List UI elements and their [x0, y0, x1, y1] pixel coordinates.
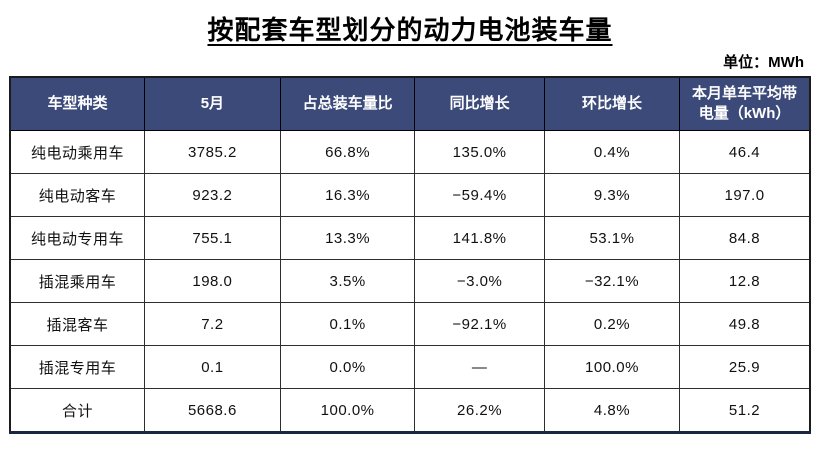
- cell-yoy: —: [414, 345, 545, 389]
- header-row: 车型种类 5月 占总装车量比 同比增长 环比增长 本月单车平均带电量（kWh）: [9, 76, 811, 131]
- cell-vehicle-type: 纯电动乘用车: [9, 130, 145, 174]
- cell-yoy: −92.1%: [414, 302, 545, 346]
- cell-share: 0.0%: [279, 345, 416, 389]
- cell-mom: −32.1%: [543, 259, 681, 303]
- cell-may-value: 198.0: [143, 259, 281, 303]
- cell-may-value: 923.2: [143, 173, 281, 217]
- battery-install-table: 车型种类 5月 占总装车量比 同比增长 环比增长 本月单车平均带电量（kWh） …: [9, 76, 811, 434]
- cell-vehicle-type: 纯电动专用车: [9, 216, 145, 260]
- table-row-phev-special: 插混专用车 0.1 0.0% — 100.0% 25.9: [9, 345, 811, 389]
- column-header-vehicle-type: 车型种类: [9, 76, 145, 131]
- cell-may-value: 7.2: [143, 302, 281, 346]
- column-header-may: 5月: [143, 76, 281, 131]
- unit-label: 单位：MWh: [723, 54, 804, 71]
- page-title: 按配套车型划分的动力电池装车量: [207, 15, 613, 45]
- cell-vehicle-type: 插混客车: [9, 302, 145, 346]
- cell-mom: 0.2%: [543, 302, 681, 346]
- table-row-total: 合计 5668.6 100.0% 26.2% 4.8% 51.2: [9, 388, 811, 433]
- cell-share: 66.8%: [279, 130, 416, 174]
- cell-avg: 51.2: [679, 388, 811, 433]
- cell-mom: 4.8%: [543, 388, 681, 433]
- cell-vehicle-type: 插混专用车: [9, 345, 145, 389]
- cell-avg: 197.0: [679, 173, 811, 217]
- cell-share: 100.0%: [279, 388, 416, 433]
- column-header-avg-capacity: 本月单车平均带电量（kWh）: [679, 76, 811, 131]
- table-row-phev-bus: 插混客车 7.2 0.1% −92.1% 0.2% 49.8: [9, 302, 811, 346]
- cell-yoy: 135.0%: [414, 130, 545, 174]
- cell-share: 0.1%: [279, 302, 416, 346]
- cell-mom: 100.0%: [543, 345, 681, 389]
- cell-may-value: 0.1: [143, 345, 281, 389]
- cell-may-value: 3785.2: [143, 130, 281, 174]
- cell-vehicle-type: 纯电动客车: [9, 173, 145, 217]
- table-row-bev-bus: 纯电动客车 923.2 16.3% −59.4% 9.3% 197.0: [9, 173, 811, 217]
- column-header-share: 占总装车量比: [279, 76, 416, 131]
- cell-avg: 25.9: [679, 345, 811, 389]
- table-row-bev-passenger: 纯电动乘用车 3785.2 66.8% 135.0% 0.4% 46.4: [9, 130, 811, 174]
- table-row-bev-special: 纯电动专用车 755.1 13.3% 141.8% 53.1% 84.8: [9, 216, 811, 260]
- column-header-yoy-growth: 同比增长: [414, 76, 545, 131]
- cell-avg: 84.8: [679, 216, 811, 260]
- cell-share: 13.3%: [279, 216, 416, 260]
- column-header-mom-growth: 环比增长: [543, 76, 681, 131]
- cell-may-value: 5668.6: [143, 388, 281, 433]
- cell-mom: 53.1%: [543, 216, 681, 260]
- cell-may-value: 755.1: [143, 216, 281, 260]
- cell-share: 16.3%: [279, 173, 416, 217]
- cell-mom: 0.4%: [543, 130, 681, 174]
- cell-yoy: −3.0%: [414, 259, 545, 303]
- cell-yoy: 141.8%: [414, 216, 545, 260]
- cell-share: 3.5%: [279, 259, 416, 303]
- cell-yoy: 26.2%: [414, 388, 545, 433]
- cell-vehicle-type: 插混乘用车: [9, 259, 145, 303]
- report-page: 按配套车型划分的动力电池装车量 单位：MWh 车型种类 5月 占总装车量比 同比…: [0, 10, 820, 449]
- cell-avg: 12.8: [679, 259, 811, 303]
- cell-yoy: −59.4%: [414, 173, 545, 217]
- table-row-phev-passenger: 插混乘用车 198.0 3.5% −3.0% −32.1% 12.8: [9, 259, 811, 303]
- cell-avg: 46.4: [679, 130, 811, 174]
- cell-avg: 49.8: [679, 302, 811, 346]
- cell-mom: 9.3%: [543, 173, 681, 217]
- cell-vehicle-type: 合计: [9, 388, 145, 433]
